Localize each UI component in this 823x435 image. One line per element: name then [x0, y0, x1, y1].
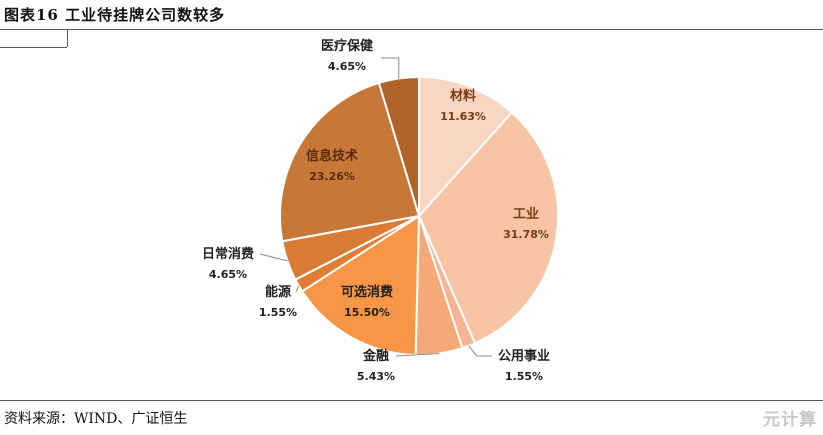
watermark: 元计算 [763, 410, 817, 430]
slice-label-1: 材料 [450, 88, 476, 104]
title-divider-tick [0, 47, 67, 48]
title-divider-notch [67, 29, 68, 47]
leader-line-4 [395, 353, 440, 357]
footer-divider [0, 400, 823, 401]
slice-label-2: 工业 [513, 206, 539, 222]
leader-line-9 [381, 57, 400, 79]
chart-title: 图表16 工业待挂牌公司数较多 [4, 6, 226, 24]
slice-label-8: 信息技术 [306, 148, 358, 164]
slice-label-7: 日常消费 [202, 246, 254, 262]
slice-value-3: 1.55% [505, 370, 543, 383]
pie-slice-5 [300, 214, 421, 356]
leader-line-7 [259, 253, 288, 262]
slice-label-5: 可选消费 [341, 284, 393, 300]
slice-value-2: 31.78% [503, 228, 549, 241]
pie-slices [279, 75, 559, 356]
leader-line-3 [468, 345, 493, 357]
slice-value-6: 1.55% [259, 306, 297, 319]
title-divider [0, 29, 823, 30]
leader-line-6 [295, 285, 300, 293]
leader-lines [259, 57, 493, 357]
slice-value-1: 11.63% [440, 110, 486, 123]
pie-chart: 材料 11.63% 工业 31.78% 公用事业 1.55% 金融 5.43% 可选消费 15.5… [202, 38, 559, 383]
slice-label-3: 公用事业 [498, 348, 550, 364]
slice-value-4: 5.43% [357, 370, 395, 383]
pie-slice-1 [418, 75, 514, 219]
slice-label-9: 医疗保健 [321, 38, 373, 54]
pie-slice-8 [279, 81, 421, 243]
slice-value-8: 23.26% [309, 170, 355, 183]
source-note: 资料来源：WIND、广证恒生 [4, 411, 188, 427]
slice-value-7: 4.65% [209, 268, 247, 281]
slice-label-4: 金融 [362, 348, 389, 364]
slice-labels: 材料 11.63% 工业 31.78% 公用事业 1.55% 金融 5.43% 可选消费 15.5… [202, 38, 550, 383]
slice-value-9: 4.65% [328, 60, 366, 73]
slice-value-5: 15.50% [344, 306, 390, 319]
pie-slice-2 [417, 111, 559, 345]
pie-slice-9 [377, 75, 420, 217]
slice-label-6: 能源 [265, 284, 291, 300]
